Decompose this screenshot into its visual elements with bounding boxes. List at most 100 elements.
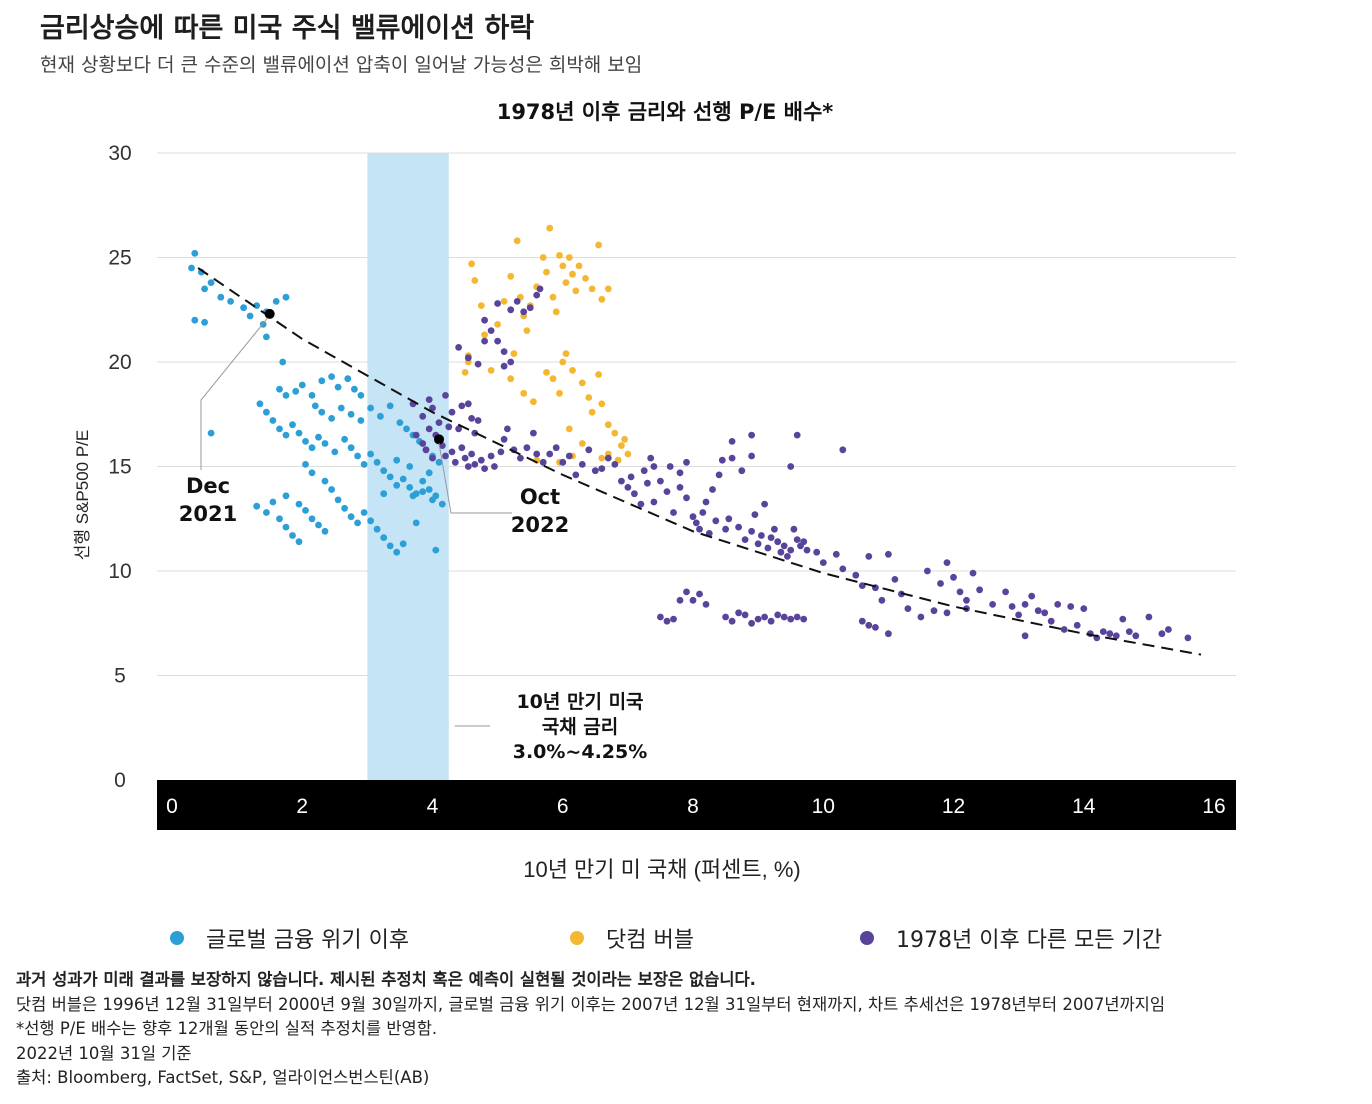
data-point	[373, 525, 381, 533]
data-point	[683, 458, 690, 466]
data-point	[793, 536, 801, 543]
data-point	[308, 392, 316, 399]
data-point	[341, 504, 348, 512]
data-point	[334, 496, 342, 504]
data-point	[282, 293, 290, 301]
data-point	[328, 415, 335, 422]
data-point	[1106, 630, 1114, 638]
annotation-label: 2021	[179, 502, 237, 526]
data-point	[539, 254, 547, 261]
data-point	[735, 523, 742, 531]
data-point	[419, 477, 427, 485]
data-point	[644, 479, 651, 487]
annotation-label: Oct	[520, 485, 560, 509]
x-axis-label: 10년 만기 미 국채 (퍼센트, %)	[523, 857, 801, 882]
data-point	[253, 502, 261, 510]
data-point	[412, 519, 420, 527]
data-point	[406, 484, 414, 491]
data-point	[556, 252, 563, 259]
x-axis-bar	[157, 780, 1236, 830]
data-point	[689, 596, 697, 604]
data-point	[930, 607, 938, 615]
data-point	[494, 321, 501, 328]
data-point	[549, 375, 557, 383]
footnote-line: 닷컴 버블은 1996년 12월 31일부터 2000년 9월 30일까지, 글…	[16, 994, 1166, 1014]
data-point	[412, 431, 420, 439]
data-point	[429, 496, 436, 504]
data-point	[455, 425, 462, 433]
data-point	[513, 298, 521, 305]
data-point	[722, 613, 729, 621]
data-point	[455, 344, 462, 351]
legend-item-gfc: 글로벌 금융 위기 이후	[170, 922, 409, 954]
data-point	[663, 617, 671, 625]
data-point	[419, 412, 427, 420]
x-tick-label: 16	[1202, 795, 1225, 818]
data-point	[367, 404, 374, 412]
data-point	[432, 546, 440, 554]
data-point	[588, 285, 596, 293]
data-point	[207, 429, 215, 437]
data-point	[852, 571, 860, 579]
data-point	[468, 415, 475, 422]
data-point	[477, 456, 485, 464]
page-title: 금리상승에 따른 미국 주식 밸류에이션 하락	[40, 13, 535, 44]
data-point	[728, 454, 736, 462]
data-point	[751, 511, 759, 518]
data-point	[1132, 632, 1140, 640]
data-point	[500, 298, 508, 305]
band-label: 국채 금리	[542, 716, 619, 738]
data-point	[754, 615, 762, 623]
data-point	[295, 500, 303, 508]
data-point	[549, 293, 557, 301]
data-point	[741, 611, 749, 619]
data-point	[969, 569, 977, 577]
data-point	[712, 517, 720, 525]
data-point	[976, 586, 983, 594]
data-point	[575, 262, 583, 270]
data-point	[696, 525, 703, 533]
data-point	[787, 615, 795, 623]
data-point	[191, 249, 199, 257]
footnote-disclaimer: 과거 성과가 미래 결과를 보장하지 않습니다. 제시된 추정치 혹은 예측이 …	[16, 970, 756, 989]
data-point	[302, 438, 309, 445]
data-point	[618, 442, 625, 449]
data-point	[813, 548, 821, 556]
data-point	[315, 521, 322, 529]
chart-title: 1978년 이후 금리와 선행 P/E 배수*	[496, 100, 834, 124]
data-point	[491, 463, 498, 470]
data-point	[451, 458, 459, 466]
data-point	[748, 431, 755, 439]
data-point	[477, 302, 485, 309]
data-point	[399, 540, 407, 548]
data-point	[663, 488, 671, 495]
data-point	[289, 421, 296, 429]
data-point	[334, 383, 342, 391]
data-point	[429, 404, 436, 412]
data-point	[963, 596, 970, 604]
data-point	[448, 448, 456, 456]
data-point	[302, 461, 309, 468]
data-point	[637, 500, 645, 508]
data-point	[337, 404, 345, 412]
data-point	[468, 450, 475, 458]
data-point	[500, 435, 508, 443]
data-point	[559, 358, 567, 366]
data-point	[761, 500, 768, 508]
data-point	[956, 588, 964, 596]
data-point	[937, 580, 944, 587]
data-point	[604, 285, 612, 293]
data-point	[328, 486, 335, 493]
data-point	[315, 433, 322, 441]
data-point	[517, 454, 524, 462]
annotation-label: 2022	[511, 513, 569, 537]
data-point	[386, 473, 394, 481]
data-point	[438, 500, 446, 508]
data-point	[523, 444, 531, 452]
data-point	[513, 237, 521, 245]
data-point	[425, 425, 433, 433]
data-point	[308, 469, 316, 477]
x-tick-label: 8	[687, 795, 699, 818]
data-point	[507, 375, 515, 383]
data-point	[357, 392, 365, 399]
